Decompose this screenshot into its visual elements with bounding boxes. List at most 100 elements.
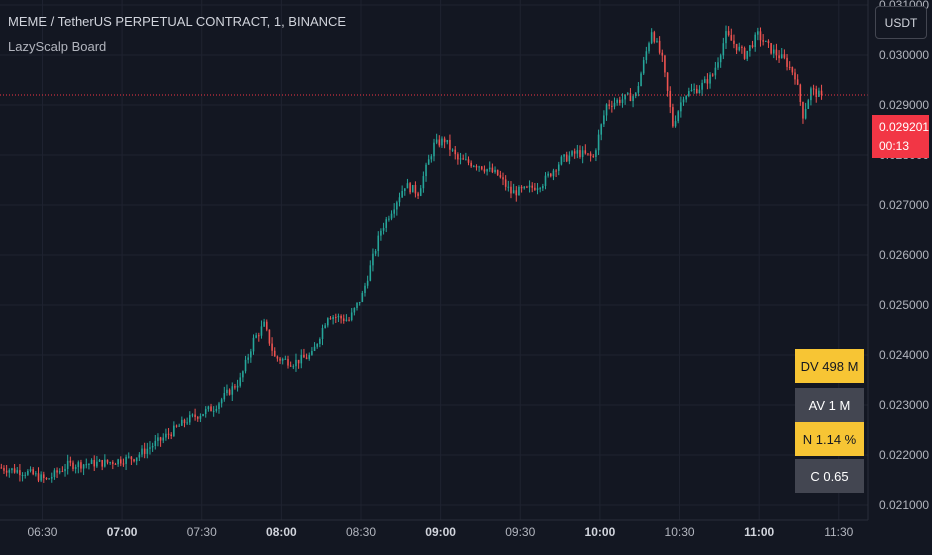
candle-body [106, 459, 109, 463]
candle-body [706, 79, 709, 84]
candle-body [810, 88, 812, 101]
candle-body [109, 462, 111, 464]
candle-body [688, 91, 690, 97]
candle-body [568, 155, 571, 162]
candle-body [563, 154, 565, 157]
candle-body [462, 158, 464, 160]
candle-body [454, 149, 457, 155]
candle-body [595, 150, 597, 157]
price-tick-label: 0.029000 [879, 98, 929, 112]
price-tick-label: 0.027000 [879, 198, 929, 212]
candle-body [751, 45, 754, 48]
candle-body [780, 54, 783, 59]
candle-body [292, 366, 295, 368]
candle-body [90, 459, 93, 464]
candle-body [8, 470, 11, 473]
time-tick-label: 07:30 [187, 525, 217, 539]
candle-body [815, 88, 818, 97]
candle-body [170, 434, 173, 437]
candle-body [680, 102, 682, 112]
candle-body [494, 169, 496, 173]
candle-body [0, 467, 3, 469]
candle-body [711, 74, 714, 76]
candle-body [194, 414, 196, 417]
candle-body [409, 183, 411, 193]
candle-body [226, 389, 228, 394]
candle-body [329, 318, 332, 320]
candle-body [396, 202, 398, 210]
candle-body [504, 179, 507, 187]
candle-body [480, 166, 483, 170]
candle-body [393, 209, 395, 214]
indicator-label[interactable]: LazyScalp Board [8, 39, 107, 54]
candle-body [32, 469, 34, 475]
candle-body [380, 230, 382, 236]
candle-body [119, 459, 122, 464]
candle-body [733, 40, 735, 44]
price-tick-label: 0.024000 [879, 348, 929, 362]
candle-body [80, 462, 82, 469]
candle-body [258, 335, 260, 337]
candle-body [228, 389, 231, 395]
candle-body [470, 162, 472, 167]
candle-body [146, 448, 149, 454]
candle-body [717, 62, 719, 68]
candle-body [417, 193, 419, 196]
candle-body [411, 185, 414, 193]
candle-body [685, 96, 687, 100]
candle-body [348, 319, 350, 321]
candle-body [85, 464, 88, 466]
candle-body [526, 186, 528, 188]
candle-body [340, 315, 342, 319]
candle-body [154, 440, 157, 447]
candle-body [167, 433, 170, 435]
candle-body [181, 419, 183, 426]
candle-body [528, 185, 531, 188]
candle-body [165, 433, 167, 438]
candle-body [135, 457, 138, 462]
candle-body [640, 73, 642, 87]
time-axis[interactable]: 06:30 07:00 07:30 08:00 08:30 09:00 09:30 10:00… [27, 525, 853, 539]
candle-body [104, 459, 106, 467]
candle-body [807, 100, 810, 109]
candle-body [743, 47, 746, 59]
time-tick-label: 10:00 [585, 525, 616, 539]
candle-body [507, 186, 510, 188]
candle-body [425, 164, 427, 177]
candle-body [281, 359, 284, 361]
candle-body [56, 470, 58, 473]
candle-body [377, 235, 380, 252]
candle-body [581, 150, 584, 157]
candle-body [305, 357, 308, 359]
time-tick-label: 06:30 [27, 525, 57, 539]
candle-body [40, 474, 42, 481]
candle-body [308, 354, 311, 359]
currency-button[interactable]: USDT [875, 6, 927, 39]
candle-body [220, 399, 223, 404]
candle-body [650, 32, 653, 44]
candle-body [74, 467, 77, 469]
candle-body [719, 55, 722, 63]
candle-body [725, 31, 727, 44]
price-tick-label: 0.025000 [879, 298, 929, 312]
candle-body [401, 190, 403, 198]
candle-body [173, 425, 175, 437]
candle-body [579, 150, 581, 157]
candle-body [252, 337, 255, 352]
candle-body [21, 475, 24, 477]
candle-body [96, 461, 98, 467]
candle-body [642, 60, 645, 74]
candle-body [449, 139, 451, 150]
candle-body [122, 463, 125, 465]
candle-body [794, 72, 796, 80]
candle-body [451, 149, 454, 151]
candle-body [796, 79, 799, 85]
time-tick-label: 08:00 [266, 525, 297, 539]
candle-body [762, 40, 764, 42]
candle-body [218, 403, 220, 409]
candle-body [334, 317, 337, 319]
candle-body [767, 40, 770, 44]
candle-body [820, 90, 823, 95]
